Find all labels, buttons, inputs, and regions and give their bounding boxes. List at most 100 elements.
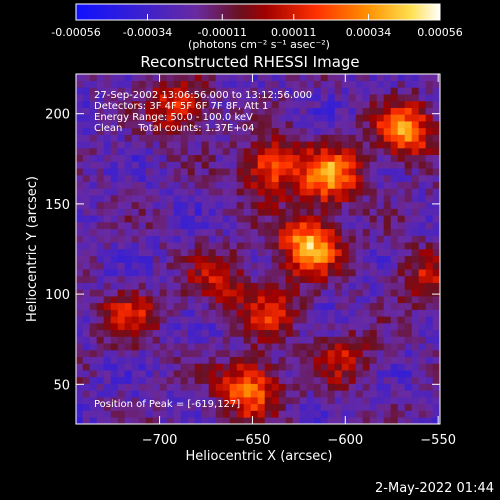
heatmap-cell — [376, 369, 385, 378]
heatmap-cell — [278, 134, 287, 142]
heatmap-cell — [208, 147, 217, 156]
heatmap-cell — [187, 167, 196, 176]
heatmap-cell — [75, 309, 84, 317]
heatmap-cell — [145, 73, 154, 82]
heatmap-cell — [152, 174, 161, 182]
heatmap-cell — [397, 235, 406, 243]
heatmap-cell — [299, 329, 308, 337]
heatmap-cell — [236, 134, 245, 142]
heatmap-cell — [194, 295, 203, 304]
heatmap-cell — [138, 295, 147, 304]
heatmap-cell — [159, 383, 168, 391]
heatmap-cell — [264, 188, 273, 196]
heatmap-cell — [397, 181, 406, 189]
heatmap-cell — [166, 376, 175, 384]
heatmap-cell — [313, 336, 322, 344]
heatmap-cell — [180, 100, 189, 108]
heatmap-cell — [327, 154, 336, 162]
heatmap-cell — [152, 410, 161, 418]
heatmap-cell — [292, 295, 301, 304]
heatmap-cell — [425, 342, 434, 351]
heatmap-cell — [341, 107, 350, 115]
heatmap-cell — [124, 369, 133, 378]
heatmap-cell — [390, 235, 399, 243]
heatmap-cell — [250, 376, 259, 384]
heatmap-cell — [236, 100, 245, 108]
heatmap-cell — [355, 356, 364, 364]
heatmap-cell — [236, 93, 245, 102]
heatmap-cell — [306, 262, 315, 270]
heatmap-cell — [145, 322, 154, 331]
heatmap-cell — [355, 73, 364, 82]
heatmap-cell — [271, 107, 280, 115]
heatmap-cell — [166, 167, 175, 176]
heatmap-cell — [327, 302, 336, 310]
heatmap-cell — [152, 194, 161, 203]
heatmap-cell — [180, 383, 189, 391]
heatmap-cell — [201, 410, 210, 418]
heatmap-cell — [278, 228, 287, 236]
heatmap-cell — [355, 241, 364, 250]
heatmap-cell — [110, 282, 119, 290]
heatmap-cell — [257, 410, 266, 418]
heatmap-cell — [376, 93, 385, 102]
heatmap-cell — [124, 329, 133, 337]
heatmap-cell — [383, 80, 392, 88]
heatmap-cell — [285, 127, 294, 135]
heatmap-cell — [215, 167, 224, 176]
heatmap-cell — [222, 390, 231, 398]
heatmap-cell — [369, 114, 378, 122]
heatmap-cell — [320, 120, 329, 129]
heatmap-cell — [75, 73, 84, 82]
heatmap-cell — [418, 396, 427, 405]
heatmap-cell — [313, 188, 322, 196]
heatmap-cell — [208, 336, 217, 344]
heatmap-cell — [306, 167, 315, 176]
heatmap-cell — [285, 295, 294, 304]
heatmap-cell — [397, 376, 406, 384]
heatmap-cell — [383, 336, 392, 344]
heatmap-cell — [313, 181, 322, 189]
heatmap-cell — [299, 174, 308, 182]
heatmap-cell — [355, 201, 364, 209]
heatmap-cell — [208, 376, 217, 384]
heatmap-cell — [145, 201, 154, 209]
heatmap-cell — [383, 282, 392, 290]
heatmap-cell — [166, 369, 175, 378]
heatmap-cell — [117, 322, 126, 331]
heatmap-cell — [320, 383, 329, 391]
heatmap-cell — [201, 201, 210, 209]
heatmap-cell — [383, 390, 392, 398]
heatmap-cell — [103, 268, 112, 277]
heatmap-cell — [411, 336, 420, 344]
heatmap-cell — [243, 194, 252, 203]
heatmap-cell — [411, 167, 420, 176]
heatmap-cell — [425, 107, 434, 115]
heatmap-cell — [173, 107, 182, 115]
heatmap-cell — [250, 416, 259, 425]
heatmap-cell — [194, 309, 203, 317]
heatmap-cell — [110, 73, 119, 82]
heatmap-cell — [306, 141, 315, 149]
heatmap-cell — [166, 262, 175, 270]
heatmap-cell — [89, 114, 98, 122]
heatmap-cell — [271, 127, 280, 135]
heatmap-cell — [313, 208, 322, 216]
heatmap-cell — [369, 120, 378, 129]
heatmap-cell — [390, 127, 399, 135]
heatmap-cell — [89, 80, 98, 88]
heatmap-cell — [159, 80, 168, 88]
heatmap-cell — [236, 322, 245, 331]
heatmap-cell — [110, 255, 119, 263]
heatmap-cell — [369, 141, 378, 149]
heatmap-cell — [341, 208, 350, 216]
annotation-time-range: 27-Sep-2002 13:06:56.000 to 13:12:56.000 — [94, 90, 312, 101]
heatmap-cell — [124, 262, 133, 270]
heatmap-cell — [313, 342, 322, 351]
heatmap-cell — [355, 268, 364, 277]
heatmap-cell — [215, 194, 224, 203]
heatmap-cell — [96, 289, 105, 297]
heatmap-cell — [320, 349, 329, 357]
heatmap-cell — [313, 100, 322, 108]
heatmap-cell — [257, 336, 266, 344]
